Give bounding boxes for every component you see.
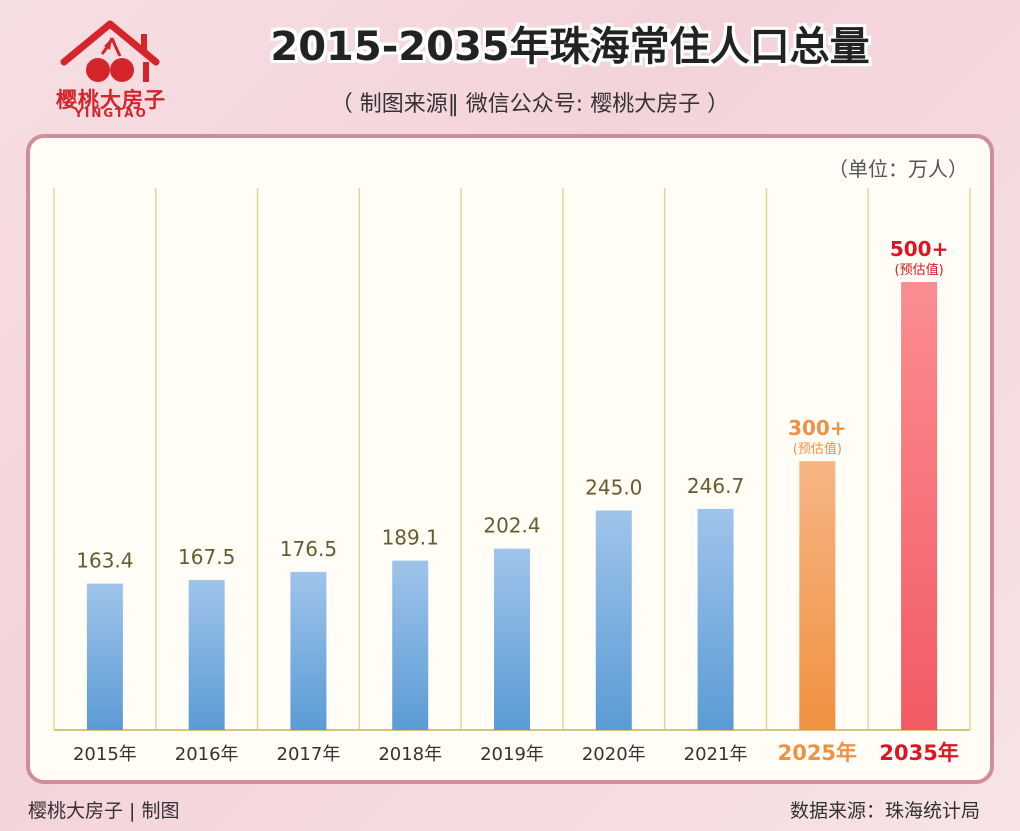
page-subtitle: （ 制图来源‖ 微信公众号: 樱桃大房子 ） [330,92,730,117]
footer-source: 数据来源：珠海统计局 [789,800,980,822]
data-label: 163.4 [76,549,133,573]
data-label: 189.1 [382,526,439,550]
bar-2019年 [494,548,530,730]
data-label: 167.5 [178,545,235,569]
bar-2020年 [595,510,632,730]
bar-2035年 [901,282,938,730]
x-tick-label: 2016年 [175,744,239,765]
bar-2021年 [697,508,734,730]
estimate-note: (预估值) [895,262,944,278]
x-tick-label: 2017年 [277,744,341,765]
bar-2025年 [799,461,836,730]
data-label: 500+ [890,237,949,261]
estimate-note: (预估值) [793,441,842,457]
bar-chart: （单位：万人） 163.4 2015年 167.5 2016年 176.5 2017年 189… [53,157,971,767]
x-tick-label: 2020年 [582,744,646,765]
bar-2018年 [392,560,429,730]
bar-2015年 [86,583,123,730]
x-tick-label: 2025年 [778,741,857,765]
x-tick-label: 2035年 [879,741,958,765]
x-tick-label: 2021年 [684,744,748,765]
data-label: 176.5 [280,537,337,561]
brand-name: 樱桃大房子 [56,88,166,112]
page-title: 2015-2035年珠海常住人口总量 [270,24,870,70]
logo-house-cherry-icon [60,20,160,82]
data-label: 245.0 [585,475,642,499]
brand-sub: YINGTAO [74,106,148,120]
unit-label: （单位：万人） [828,157,968,181]
chart-panel: （单位：万人） 163.4 2015年 167.5 2016年 176.5 2017年 189… [26,134,994,784]
bar-2017年 [290,571,327,730]
bar-2016年 [188,579,225,730]
x-tick-label: 2018年 [378,744,442,765]
data-label: 202.4 [483,514,540,538]
x-tick-label: 2019年 [480,744,544,765]
x-tick-label: 2015年 [73,744,137,765]
data-label: 300+ [788,416,847,440]
data-label: 246.7 [687,474,744,498]
footer-credit: 樱桃大房子 | 制图 [28,800,180,822]
